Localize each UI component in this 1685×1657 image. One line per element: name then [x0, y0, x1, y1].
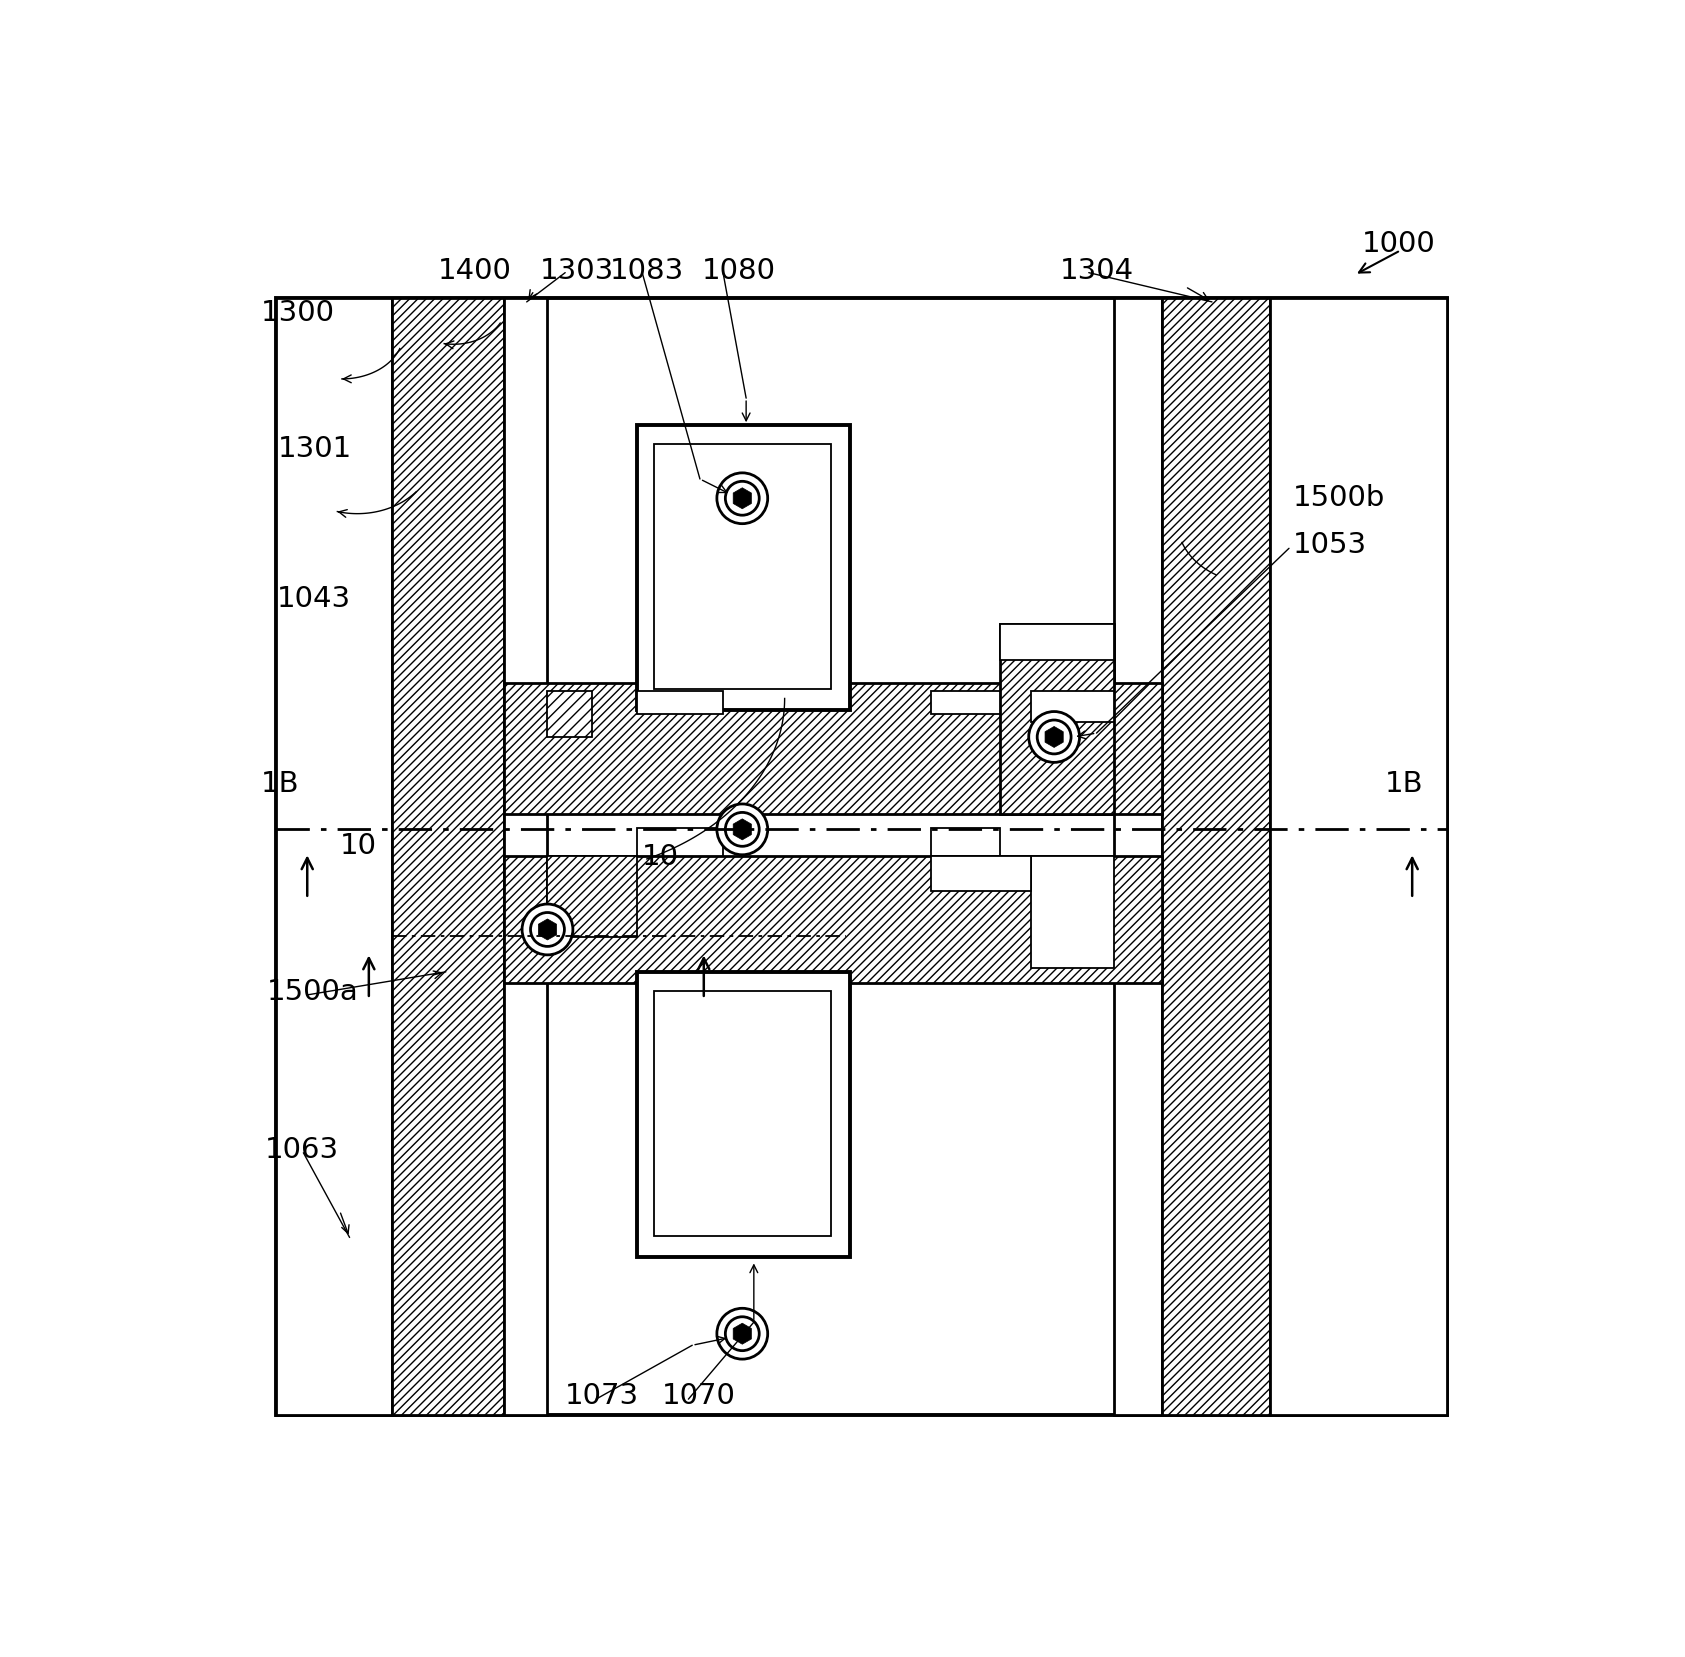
- Text: 1053: 1053: [1292, 532, 1367, 558]
- Bar: [548, 691, 591, 737]
- Circle shape: [716, 804, 768, 855]
- Bar: [548, 857, 637, 938]
- Polygon shape: [733, 1324, 752, 1344]
- Text: 1B: 1B: [261, 771, 300, 797]
- Text: 1073: 1073: [564, 1382, 639, 1410]
- Bar: [637, 691, 723, 714]
- Polygon shape: [733, 819, 752, 840]
- Bar: [504, 684, 1163, 815]
- Text: 1500a: 1500a: [268, 978, 359, 1006]
- Text: 1080: 1080: [703, 257, 777, 285]
- Bar: [1001, 625, 1114, 815]
- Bar: [930, 691, 1001, 714]
- Bar: [393, 298, 504, 1415]
- Circle shape: [1030, 713, 1080, 762]
- Bar: [654, 446, 831, 689]
- Polygon shape: [1045, 727, 1063, 747]
- Bar: [637, 828, 723, 857]
- Text: 1B: 1B: [1385, 771, 1424, 797]
- Text: 10: 10: [642, 843, 679, 872]
- Text: 1303: 1303: [539, 257, 613, 285]
- Bar: [1114, 298, 1163, 1415]
- Bar: [504, 298, 548, 1415]
- Bar: [930, 857, 1031, 891]
- Bar: [1031, 691, 1114, 722]
- Bar: [1270, 298, 1447, 1415]
- Bar: [276, 298, 1447, 1415]
- Bar: [637, 973, 851, 1258]
- Bar: [637, 426, 851, 711]
- Text: 1043: 1043: [276, 585, 350, 613]
- Text: 1070: 1070: [662, 1382, 735, 1410]
- Text: 1000: 1000: [1361, 229, 1436, 257]
- Bar: [1031, 857, 1114, 968]
- Polygon shape: [733, 489, 752, 509]
- Bar: [548, 857, 591, 903]
- Text: 1304: 1304: [1060, 257, 1134, 285]
- Bar: [1001, 625, 1114, 661]
- Polygon shape: [539, 920, 556, 941]
- Circle shape: [716, 474, 768, 524]
- Bar: [930, 828, 1001, 857]
- Text: 1500b: 1500b: [1292, 484, 1385, 512]
- Circle shape: [522, 905, 573, 956]
- Text: 1301: 1301: [278, 434, 352, 462]
- Circle shape: [716, 1309, 768, 1359]
- Bar: [276, 298, 393, 1415]
- Text: 1400: 1400: [438, 257, 512, 285]
- Bar: [504, 857, 1163, 984]
- Text: 1063: 1063: [265, 1135, 339, 1163]
- Bar: [1163, 298, 1270, 1415]
- Text: 1300: 1300: [261, 298, 335, 326]
- Text: 10: 10: [340, 832, 376, 860]
- Bar: [654, 991, 831, 1236]
- Text: 1083: 1083: [610, 257, 684, 285]
